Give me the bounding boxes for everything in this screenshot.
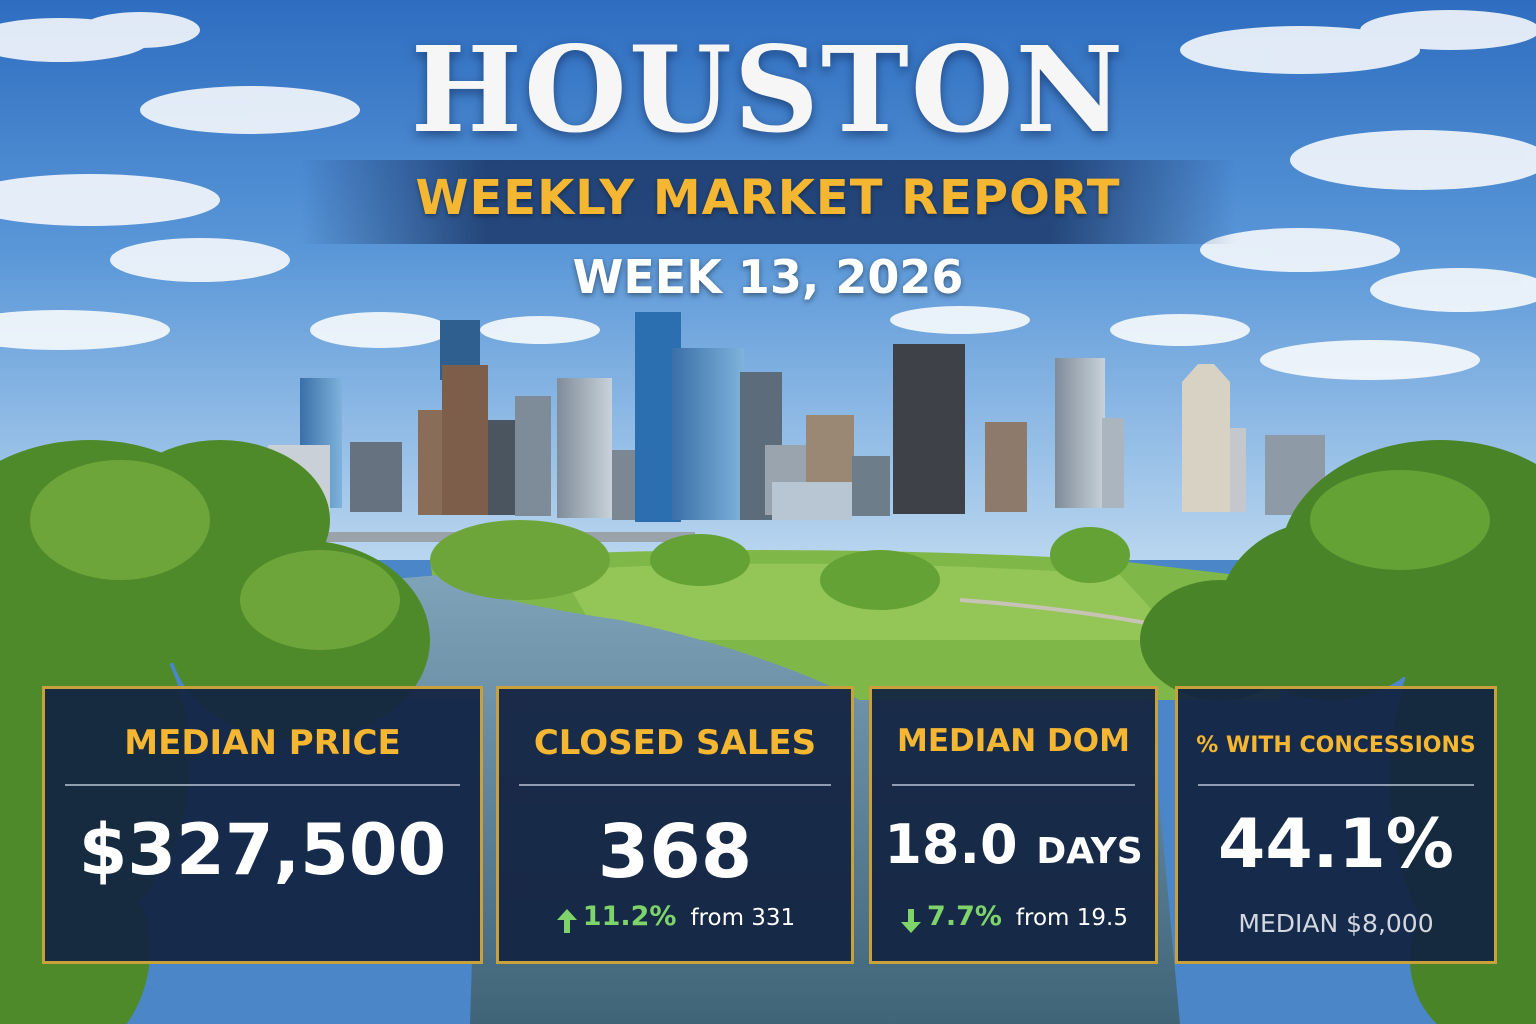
median-price-card: MEDIAN PRICE $327,500 bbox=[42, 686, 483, 964]
concessions-card: % WITH CONCESSIONS 44.1% MEDIAN $8,000 bbox=[1175, 686, 1497, 964]
dom-number: 18.0 bbox=[884, 813, 1018, 876]
card-label: % WITH CONCESSIONS bbox=[1196, 733, 1476, 758]
card-divider bbox=[892, 784, 1135, 786]
card-change: 7.7% from 19.5 bbox=[872, 901, 1155, 935]
clouds bbox=[0, 10, 1536, 380]
card-label: MEDIAN PRICE bbox=[124, 723, 401, 763]
card-change: 11.2% from 331 bbox=[499, 901, 851, 935]
card-value: 18.0 DAYS bbox=[872, 813, 1155, 876]
change-percent: 7.7% bbox=[927, 901, 1002, 932]
card-divider bbox=[519, 784, 831, 786]
card-divider bbox=[65, 784, 460, 786]
card-value: 368 bbox=[597, 809, 753, 895]
city-title: HOUSTON bbox=[410, 20, 1126, 159]
arrow-down-icon bbox=[901, 908, 922, 933]
trees-right-highlights bbox=[650, 470, 1490, 610]
closed-sales-card: CLOSED SALES 368 11.2% from 331 bbox=[496, 686, 854, 964]
card-value: $327,500 bbox=[78, 809, 447, 891]
skyline-buildings bbox=[90, 312, 1369, 522]
card-label: CLOSED SALES bbox=[533, 723, 817, 763]
subtitle-band bbox=[300, 160, 1236, 244]
card-value: 44.1% bbox=[1218, 805, 1454, 884]
median-dom-card: MEDIAN DOM 18.0 DAYS 7.7% from 19.5 bbox=[869, 686, 1158, 964]
trees-left-highlights bbox=[30, 460, 610, 650]
card-label: MEDIAN DOM bbox=[897, 723, 1130, 759]
change-percent: 11.2% bbox=[582, 901, 677, 932]
report-week: WEEK 13, 2026 bbox=[572, 250, 964, 304]
change-from: from 331 bbox=[690, 905, 796, 931]
dom-unit: DAYS bbox=[1036, 831, 1143, 872]
change-from: from 19.5 bbox=[1015, 905, 1128, 931]
card-divider bbox=[1198, 784, 1474, 786]
report-subtitle: WEEKLY MARKET REPORT bbox=[415, 170, 1121, 226]
arrow-up-icon bbox=[556, 908, 577, 933]
concessions-median: MEDIAN $8,000 bbox=[1238, 909, 1434, 938]
